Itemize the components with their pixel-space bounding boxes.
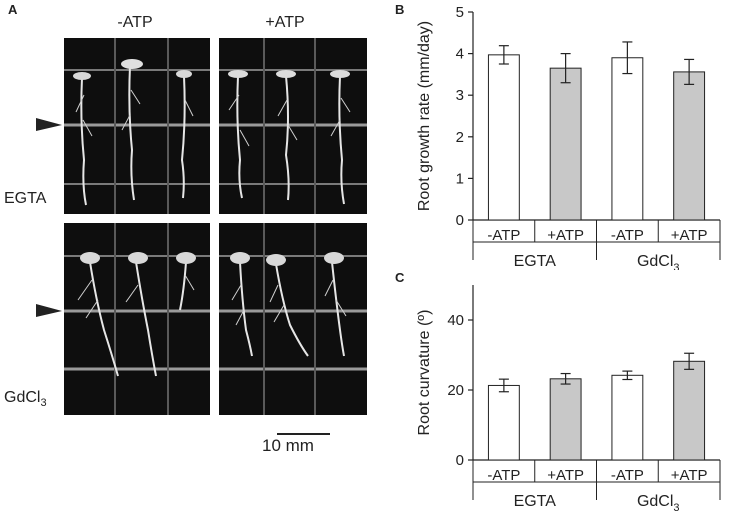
photo-egta-minus-atp	[64, 38, 210, 214]
chart-c-root-curvature: 0 20 40 -ATP +ATP -ATP +ATP EGTA GdCl3 Root curva…	[416, 285, 721, 514]
row-label-gdcl3-subscript: 3	[40, 397, 47, 410]
panel-c-letter: C	[395, 270, 405, 285]
chart-c-category-label: +ATP	[671, 467, 708, 484]
column-header-plus-atp: +ATP	[265, 14, 305, 31]
chart-b-y-tick-label: 1	[456, 170, 464, 187]
chart-b-y-tick-label: 5	[456, 4, 464, 21]
chart-c-y-tick-label: 0	[456, 452, 464, 469]
chart-b-group-label: GdCl3	[637, 253, 680, 270]
photo-gdcl3-plus-atp	[219, 223, 367, 415]
chart-c-group-label: EGTA	[514, 493, 557, 510]
chart-b-category-label: -ATP	[611, 227, 644, 244]
chart-b-y-tick-label: 0	[456, 212, 464, 229]
chart-c-bar	[487, 384, 520, 461]
chart-c-bar	[549, 378, 582, 461]
chart-b-bar	[611, 57, 644, 221]
chart-b-category-label: +ATP	[671, 227, 708, 244]
photo-gdcl3-minus-atp	[64, 223, 210, 415]
chart-b-bar	[487, 54, 520, 221]
chart-b-root-growth-rate: 0 1 2 3 4 5 -ATP +ATP -ATP +ATP EGTA GdCl3 Root grow…	[416, 4, 721, 270]
arrowhead-marker-bottom	[36, 304, 62, 317]
seedling-photos	[36, 38, 367, 435]
chart-c-bar	[611, 374, 644, 461]
chart-b-y-tick-label: 2	[456, 129, 464, 146]
chart-b-bar	[673, 71, 706, 221]
chart-c-y-tick-label: 40	[447, 312, 464, 329]
arrowhead-marker-top	[36, 118, 62, 131]
chart-b-category-label: -ATP	[487, 227, 520, 244]
row-label-gdcl3-text: GdCl	[4, 389, 41, 406]
chart-c-category-label: -ATP	[487, 467, 520, 484]
chart-c-category-label: +ATP	[547, 467, 584, 484]
chart-c-y-tick-label: 20	[447, 382, 464, 399]
chart-c-bar	[673, 360, 706, 461]
row-label-gdcl3: GdCl3	[4, 389, 47, 409]
chart-b-category-label: +ATP	[547, 227, 584, 244]
chart-c-category-label: -ATP	[611, 467, 644, 484]
chart-b-bar	[549, 67, 582, 221]
chart-b-y-axis-label: Root growth rate (mm/day)	[416, 21, 433, 211]
scale-bar-label: 10 mm	[262, 436, 314, 455]
chart-b-group-label: EGTA	[514, 253, 557, 270]
column-header-minus-atp: -ATP	[117, 14, 153, 31]
chart-c-group-label: GdCl3	[637, 493, 680, 514]
chart-b-y-tick-label: 4	[456, 46, 464, 63]
row-label-egta: EGTA	[4, 190, 47, 207]
chart-b-y-tick-label: 3	[456, 87, 464, 104]
panel-a-letter: A	[8, 2, 18, 17]
photo-egta-plus-atp	[219, 38, 367, 214]
chart-c-y-axis-label: Root curvature (º)	[416, 310, 433, 436]
panel-b-letter: B	[395, 2, 405, 17]
